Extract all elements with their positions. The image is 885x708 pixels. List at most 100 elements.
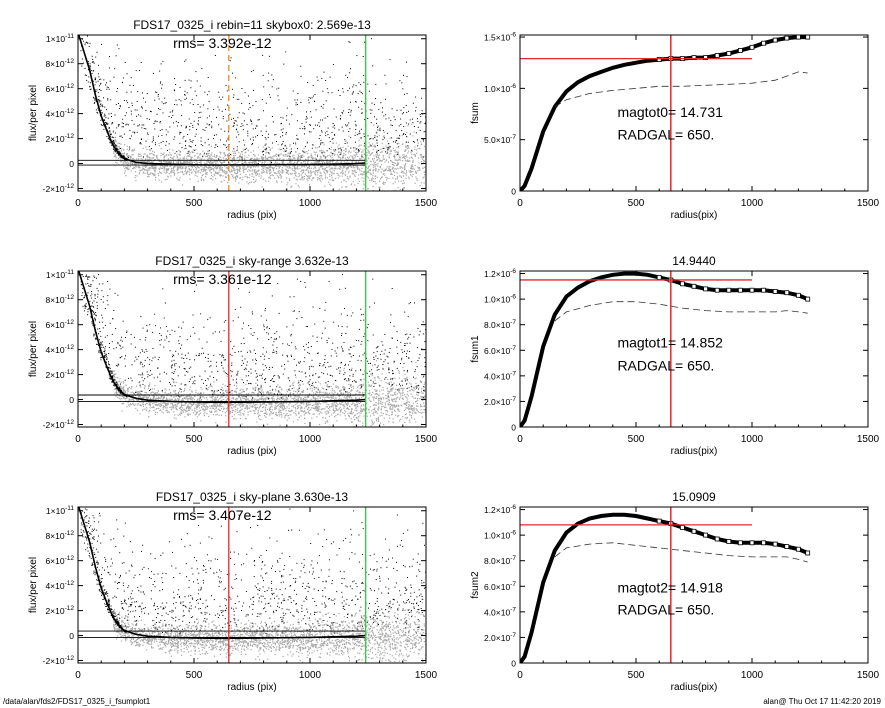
scatter-point-gray (311, 158, 314, 160)
scatter-point-gray (345, 167, 347, 169)
scatter-point-gray (231, 167, 233, 169)
scatter-point-gray (189, 174, 191, 176)
scatter-point-gray (231, 170, 234, 172)
scatter-point-gray (220, 169, 222, 171)
scatter-point-gray (230, 154, 232, 156)
scatter-point-gray (130, 161, 132, 163)
scatter-point-gray (186, 171, 188, 173)
scatter-point-black (99, 105, 101, 107)
scatter-point-gray (286, 154, 288, 156)
scatter-point-gray (314, 154, 316, 156)
scatter-point-gray (276, 168, 278, 170)
scatter-point-black (131, 102, 133, 104)
scatter-point-gray (370, 400, 372, 402)
scatter-point-gray (399, 167, 401, 169)
scatter-point-gray (333, 398, 336, 400)
scatter-point-black (233, 94, 235, 96)
scatter-point-gray (348, 158, 350, 160)
scatter-point-gray (320, 150, 322, 152)
scatter-point-gray (142, 172, 144, 174)
scatter-point-black (168, 116, 170, 117)
scatter-point-gray (409, 421, 411, 423)
scatter-point-gray (173, 174, 175, 176)
scatter-point-gray (204, 407, 207, 409)
scatter-point-black (267, 136, 269, 138)
scatter-point-gray (161, 167, 163, 169)
scatter-point-gray (387, 170, 389, 172)
scatter-point-gray (307, 170, 309, 172)
scatter-point-black (92, 80, 94, 82)
scatter-point-gray (334, 416, 336, 418)
scatter-point-gray (256, 157, 258, 159)
scatter-point-black (360, 137, 362, 139)
scatter-point-gray (313, 162, 315, 164)
scatter-point-gray (126, 390, 128, 392)
scatter-point-gray (214, 404, 216, 406)
scatter-point-gray (180, 391, 182, 393)
scatter-point-gray (212, 162, 214, 164)
scatter-point-gray (273, 172, 275, 174)
scatter-point-gray (314, 166, 316, 168)
scatter-point-gray (207, 168, 209, 170)
scatter-point-black (94, 97, 96, 99)
scatter-point-black (103, 97, 104, 99)
scatter-point-black (199, 85, 201, 87)
y-axis-label: fsum (470, 102, 481, 124)
scatter-point-gray (229, 162, 231, 164)
scatter-point-gray (275, 166, 277, 168)
scatter-point-gray (176, 398, 179, 400)
scatter-point-gray (368, 158, 370, 160)
scatter-point-gray (319, 171, 321, 173)
scatter-point-gray (134, 162, 136, 164)
scatter-point-black (223, 152, 225, 154)
scatter-point-gray (378, 135, 380, 137)
scatter-point-gray (269, 414, 271, 416)
scatter-point-gray (401, 392, 403, 394)
scatter-point-gray (424, 171, 426, 173)
scatter-point-gray (141, 169, 143, 171)
scatter-point-black (179, 132, 181, 134)
scatter-point-gray (413, 168, 415, 170)
scatter-point-black (398, 137, 400, 139)
scatter-point-gray (329, 407, 331, 409)
rms-annotation: rms= 3.392e-12 (173, 35, 272, 51)
scatter-point-black (264, 137, 266, 139)
scatter-point-gray (240, 414, 242, 416)
scatter-point-gray (284, 155, 286, 157)
scatter-point-gray (354, 161, 357, 164)
scatter-point-black (85, 28, 86, 29)
scatter-point-black (119, 151, 121, 153)
scatter-point-gray (156, 155, 158, 157)
scatter-point-gray (334, 168, 337, 170)
scatter-point-gray (389, 146, 391, 148)
scatter-point-gray (368, 165, 370, 167)
scatter-point-gray (158, 142, 160, 144)
scatter-point-gray (350, 165, 352, 168)
scatter-point-gray (242, 163, 244, 165)
scatter-point-black (126, 123, 128, 125)
scatter-point-gray (218, 167, 221, 169)
scatter-point-gray (268, 177, 270, 179)
scatter-point-gray (375, 404, 377, 406)
scatter-point-black (128, 107, 130, 108)
scatter-point-gray (402, 156, 405, 158)
scatter-point-gray (401, 143, 404, 146)
scatter-point-black (282, 128, 284, 130)
scatter-point-gray (251, 165, 253, 167)
scatter-point-gray (236, 398, 238, 400)
scatter-point-gray (115, 146, 117, 148)
scatter-point-gray (366, 163, 368, 165)
scatter-point-gray (127, 161, 129, 163)
scatter-point-gray (262, 172, 264, 174)
scatter-point-gray (269, 169, 271, 171)
scatter-point-gray (231, 406, 233, 408)
scatter-point-gray (344, 151, 347, 153)
scatter-point-gray (212, 158, 214, 160)
scatter-point-gray (415, 421, 417, 423)
scatter-point-gray (274, 407, 276, 409)
scatter-point-black (347, 124, 349, 126)
scatter-point-black (305, 118, 307, 120)
scatter-point-gray (295, 151, 297, 153)
scatter-point-black (393, 141, 394, 143)
scatter-point-gray (402, 366, 404, 369)
